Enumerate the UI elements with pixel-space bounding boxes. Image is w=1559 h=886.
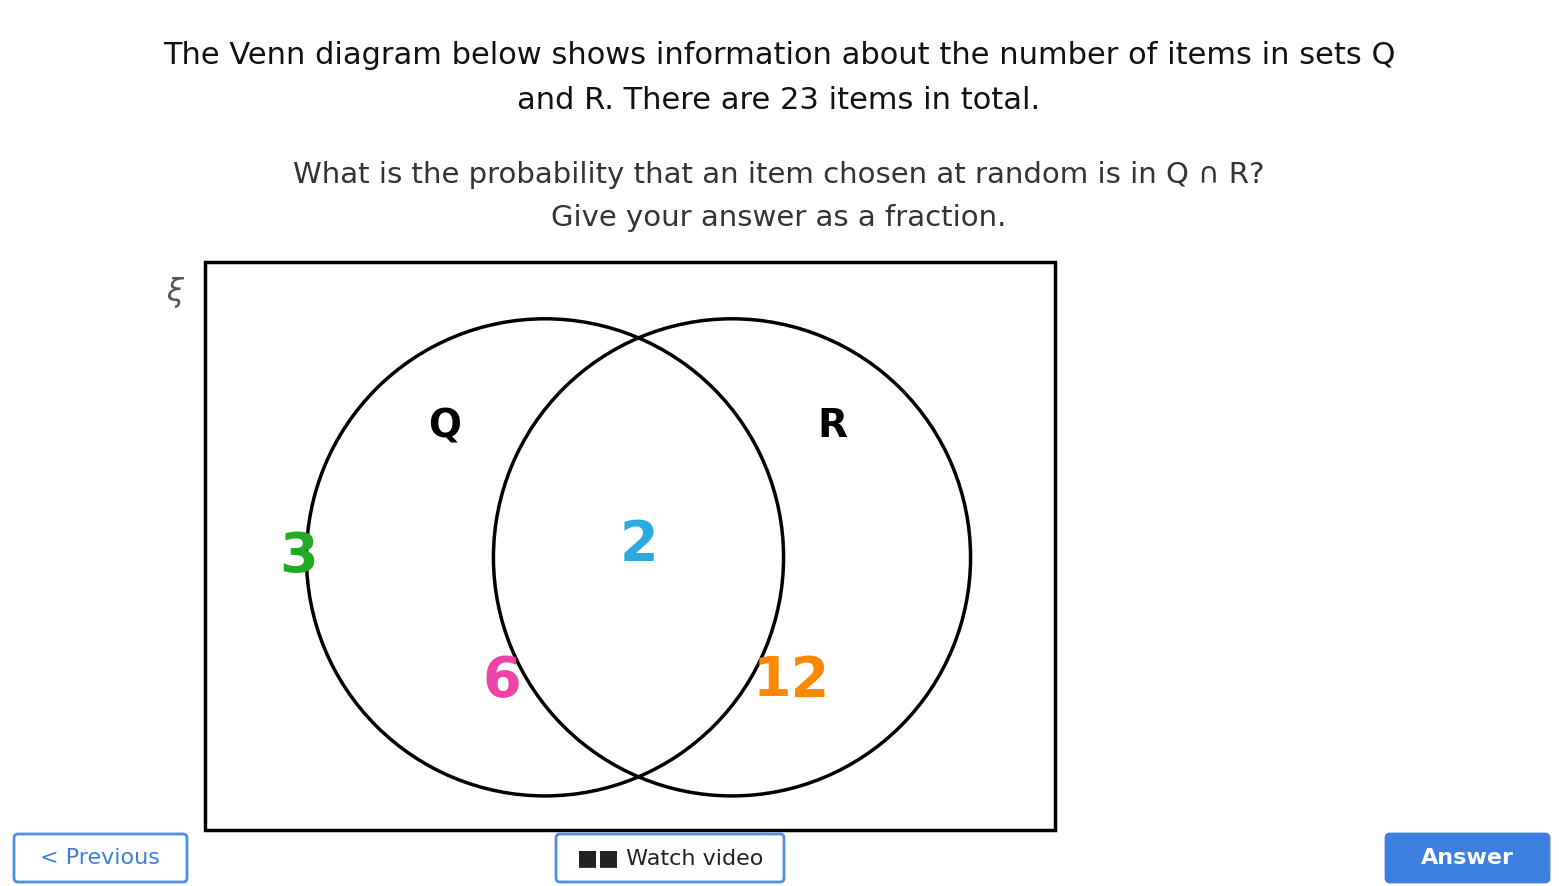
Text: ξ: ξ: [167, 276, 184, 307]
Text: Answer: Answer: [1420, 848, 1514, 868]
FancyBboxPatch shape: [1386, 834, 1550, 882]
Text: 12: 12: [753, 655, 831, 709]
Text: The Venn diagram below shows information about the number of items in sets Q: The Venn diagram below shows information…: [162, 41, 1395, 69]
FancyBboxPatch shape: [557, 834, 784, 882]
Text: R: R: [817, 408, 847, 445]
Text: What is the probability that an item chosen at random is in Q ∩ R?: What is the probability that an item cho…: [293, 161, 1264, 189]
Text: Give your answer as a fraction.: Give your answer as a fraction.: [552, 204, 1007, 232]
Text: 3: 3: [279, 531, 318, 585]
Text: 6: 6: [483, 655, 521, 709]
Bar: [204, 262, 1055, 830]
Text: ■■ Watch video: ■■ Watch video: [577, 848, 764, 868]
Text: and R. There are 23 items in total.: and R. There are 23 items in total.: [518, 86, 1040, 114]
FancyBboxPatch shape: [14, 834, 187, 882]
Text: Q: Q: [429, 408, 461, 445]
Text: < Previous: < Previous: [41, 848, 161, 868]
Text: 2: 2: [619, 518, 658, 572]
